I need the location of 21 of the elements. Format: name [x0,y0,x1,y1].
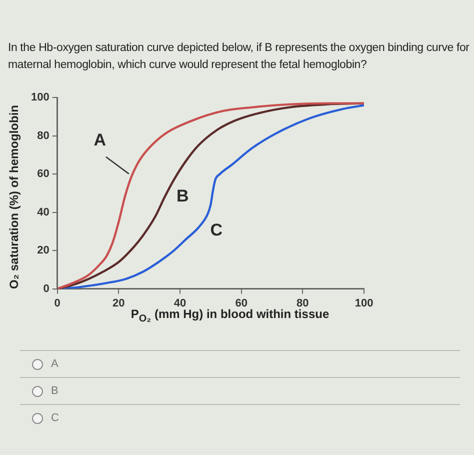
text: A [51,358,58,370]
y-tick-label: 0 [43,282,50,295]
x-tick-label: 20 [112,297,125,310]
x-tick-label: 0 [54,297,60,310]
y-tick-label: 100 [30,92,50,104]
x-tick-label: 100 [354,297,374,310]
x-tick-label: 40 [174,297,186,310]
text: A [94,130,106,150]
y-tick-label: 60 [37,168,50,180]
text: B [51,385,58,397]
y-tick-label: 20 [37,244,50,257]
series-label: B [176,186,189,206]
y-axis-title: O₂ saturation (%) of hemoglobin [7,104,21,291]
chart-title: In the Hb-oxygen saturation curve depicted below, if B represents the oxygen binding curve for maternal hemoglobin, which curve would represent the fetal hemoglobin? [8,41,470,73]
x-axis-title: P$_{O₂}$ (mm Hg) in blood within tissue [130,307,330,324]
text: C [51,412,59,424]
series-label: C [210,220,223,240]
y-tick-label: 40 [37,206,50,218]
y-tick-label: 80 [37,130,50,142]
x-tick-label: 80 [296,297,309,310]
x-tick-label: 60 [235,297,248,310]
